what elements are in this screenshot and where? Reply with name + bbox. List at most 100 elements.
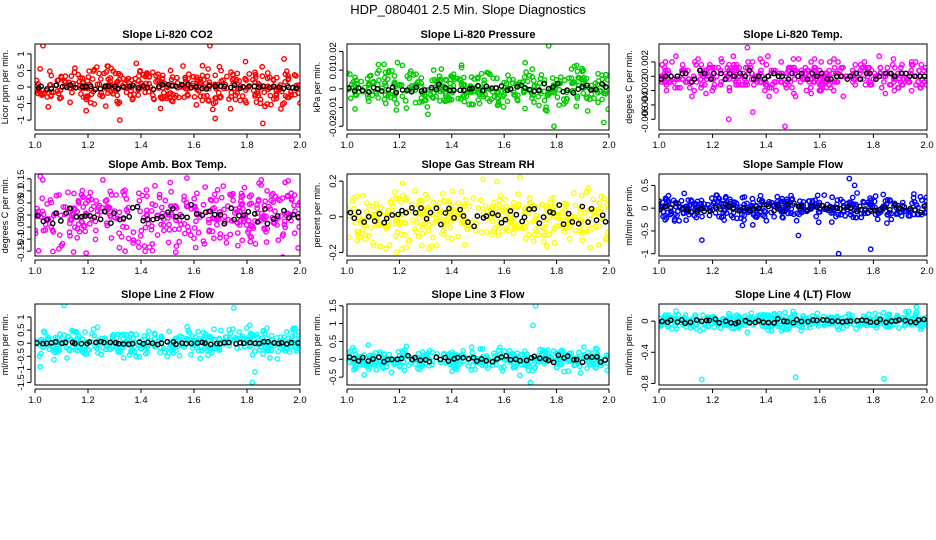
data-point — [820, 313, 827, 320]
data-point — [384, 76, 391, 83]
reference-point — [888, 70, 894, 77]
panel-3: Slope Li-820 Temp.1.0 1.2 1.4 1.6 1.8 2.0-0.0… — [624, 29, 934, 151]
data-point — [716, 213, 722, 220]
data-point — [191, 94, 198, 100]
data-point — [407, 68, 414, 75]
data-point — [270, 96, 277, 102]
reference-point — [101, 208, 108, 215]
data-point — [352, 74, 358, 81]
data-point — [232, 96, 239, 103]
y-tick-label: -1.5 — [16, 374, 27, 390]
data-point — [826, 59, 833, 65]
reference-point — [178, 81, 185, 88]
reference-point — [883, 319, 889, 326]
data-point — [727, 196, 733, 203]
data-point — [273, 95, 280, 102]
reference-point — [545, 357, 552, 364]
data-point — [130, 229, 137, 236]
x-tick-label: 1.6 — [813, 395, 826, 406]
data-point — [400, 192, 406, 199]
scatter-points — [35, 174, 300, 256]
data-point — [291, 230, 298, 237]
data-point — [150, 95, 157, 102]
data-point — [846, 199, 853, 206]
reference-point — [513, 211, 520, 218]
y-axis-label: ml/min per min. — [624, 184, 634, 246]
data-point — [535, 93, 542, 100]
data-point-outlier — [835, 250, 842, 256]
data-point-outlier — [230, 304, 237, 311]
data-point — [279, 195, 286, 201]
reference-point — [290, 211, 297, 218]
data-point — [291, 202, 297, 209]
data-point — [74, 234, 81, 241]
y-tick-label: -0.1 — [16, 231, 27, 247]
data-point — [704, 70, 710, 77]
reference-point — [502, 216, 509, 223]
reference-point — [901, 203, 908, 210]
data-point — [549, 75, 556, 81]
data-point — [590, 196, 597, 203]
reference-point — [741, 204, 747, 211]
data-point — [578, 192, 585, 199]
data-point — [744, 329, 751, 336]
data-point — [838, 64, 845, 71]
data-point — [693, 61, 699, 68]
reference-point — [442, 210, 449, 216]
reference-point — [682, 320, 688, 327]
data-point — [489, 218, 496, 225]
reference-point — [784, 318, 791, 325]
data-point — [773, 87, 779, 94]
data-point — [81, 222, 88, 229]
data-point — [662, 59, 669, 65]
data-point-outlier — [212, 115, 219, 122]
data-point — [44, 200, 50, 207]
data-point-outlier — [846, 175, 853, 182]
reference-point — [389, 212, 396, 218]
y-axis-label: Licor ppm per min. — [0, 50, 10, 125]
data-point — [854, 190, 860, 196]
panel-title: Slope Line 2 Flow — [121, 289, 214, 301]
y-tick-label: -0.006 — [640, 106, 651, 133]
reference-point — [264, 220, 271, 227]
data-point — [766, 93, 772, 100]
data-point — [916, 67, 922, 74]
data-point — [385, 89, 392, 96]
reference-point — [97, 216, 104, 223]
data-point — [145, 328, 152, 335]
data-point — [416, 214, 422, 221]
data-point — [438, 230, 445, 237]
panel-title: Slope Li-820 CO2 — [122, 29, 212, 41]
reference-point — [765, 319, 772, 326]
data-point — [808, 90, 815, 97]
data-point — [68, 73, 75, 80]
data-point — [915, 79, 921, 85]
reference-point — [43, 216, 50, 223]
data-point — [234, 90, 241, 96]
reference-point — [550, 359, 557, 366]
data-point — [102, 198, 109, 204]
y-tick-label: -1 — [16, 116, 27, 124]
data-point — [482, 202, 489, 209]
data-point — [587, 244, 594, 251]
data-point — [546, 214, 553, 221]
reference-point — [907, 205, 914, 212]
data-point — [120, 354, 127, 361]
reference-point — [898, 70, 905, 77]
data-point — [399, 62, 406, 69]
data-point — [527, 199, 533, 206]
data-point — [461, 202, 468, 208]
data-point — [530, 77, 537, 84]
data-point — [352, 351, 359, 358]
reference-point — [863, 70, 870, 77]
data-point — [476, 100, 483, 107]
data-point — [583, 94, 590, 100]
data-point — [401, 347, 408, 353]
reference-point — [526, 86, 533, 93]
reference-point — [493, 85, 500, 91]
data-point — [603, 71, 609, 78]
data-point — [698, 61, 705, 68]
data-point — [779, 79, 785, 85]
data-point — [478, 229, 485, 236]
data-point — [584, 365, 590, 371]
